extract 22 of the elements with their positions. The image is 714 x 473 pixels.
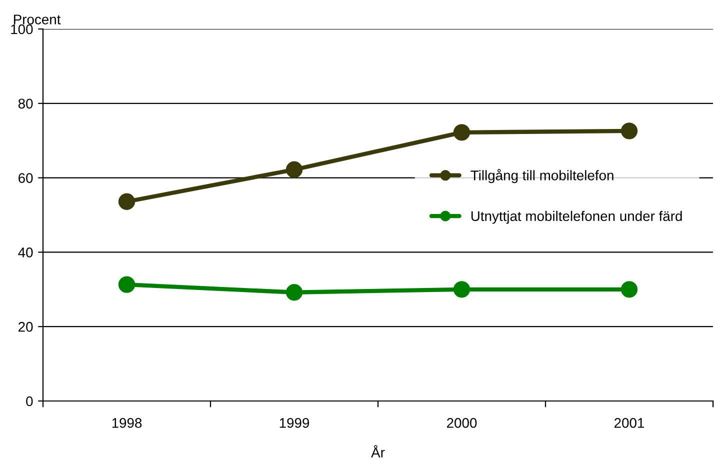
point xyxy=(118,276,136,293)
x-tick-label: 1999 xyxy=(280,418,310,428)
point xyxy=(118,193,136,210)
x-tick-label: 1998 xyxy=(112,418,142,428)
x-tick-label: 2001 xyxy=(614,418,644,428)
y-tick-label: 100 xyxy=(11,24,33,34)
y-tick-label: 0 xyxy=(26,396,33,406)
y-axis-title: Procent xyxy=(14,14,61,24)
y-tick-label: 80 xyxy=(18,98,33,109)
legend-label: Tillgång till mobiltelefon xyxy=(470,169,614,184)
y-tick-label: 40 xyxy=(18,248,33,258)
point xyxy=(620,281,638,298)
y-tick-label: 20 xyxy=(18,322,33,332)
point xyxy=(453,281,470,298)
point xyxy=(286,161,303,178)
y-tick-label: 60 xyxy=(18,173,33,183)
x-axis-title: År xyxy=(371,445,385,458)
x-tick-label: 2000 xyxy=(447,418,477,428)
point xyxy=(453,124,470,141)
point xyxy=(286,284,303,301)
point xyxy=(620,122,638,140)
legend-label: Utnyttjat mobiltelefonen under färd xyxy=(471,210,682,224)
